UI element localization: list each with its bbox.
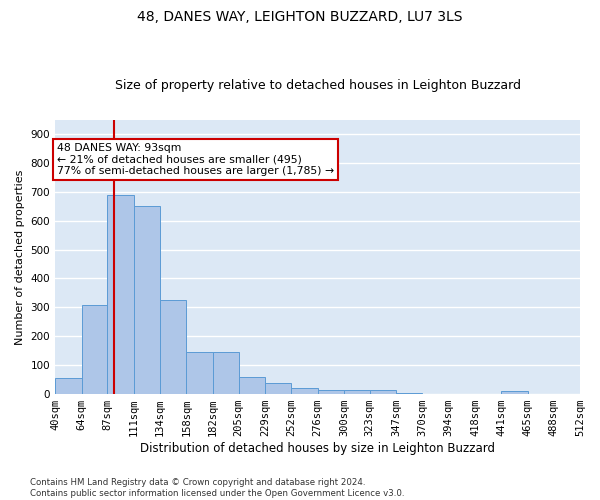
Bar <box>239 376 265 394</box>
Bar <box>213 352 239 394</box>
Bar <box>134 206 160 394</box>
X-axis label: Distribution of detached houses by size in Leighton Buzzard: Distribution of detached houses by size … <box>140 442 495 455</box>
Text: 48 DANES WAY: 93sqm
← 21% of detached houses are smaller (495)
77% of semi-detac: 48 DANES WAY: 93sqm ← 21% of detached ho… <box>57 142 334 176</box>
Bar <box>501 391 528 394</box>
Title: Size of property relative to detached houses in Leighton Buzzard: Size of property relative to detached ho… <box>115 79 521 92</box>
Y-axis label: Number of detached properties: Number of detached properties <box>15 169 25 344</box>
Bar <box>55 378 82 394</box>
Bar <box>370 390 397 394</box>
Bar <box>107 194 134 394</box>
Text: 48, DANES WAY, LEIGHTON BUZZARD, LU7 3LS: 48, DANES WAY, LEIGHTON BUZZARD, LU7 3LS <box>137 10 463 24</box>
Bar <box>265 382 291 394</box>
Bar <box>317 390 344 394</box>
Bar <box>291 388 317 394</box>
Bar <box>82 304 107 394</box>
Bar <box>397 392 422 394</box>
Bar <box>160 300 186 394</box>
Bar <box>186 352 213 394</box>
Bar <box>344 390 370 394</box>
Text: Contains HM Land Registry data © Crown copyright and database right 2024.
Contai: Contains HM Land Registry data © Crown c… <box>30 478 404 498</box>
